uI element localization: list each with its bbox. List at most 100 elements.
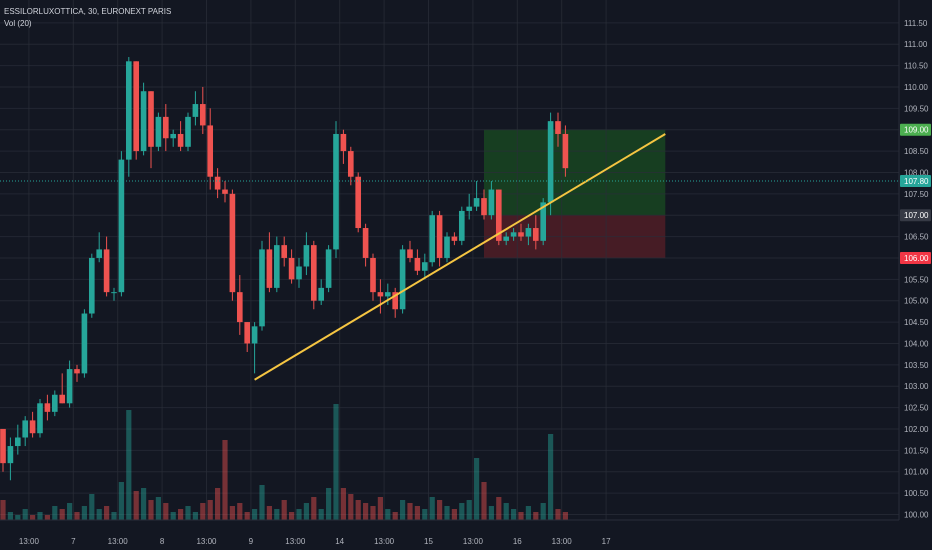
candle-body[interactable] <box>74 369 80 374</box>
candle-body[interactable] <box>333 133 339 250</box>
candle-body[interactable] <box>22 420 29 438</box>
candle-body[interactable] <box>384 292 391 297</box>
candle-body[interactable] <box>347 151 354 177</box>
price-tick-label: 111.00 <box>904 40 928 49</box>
candle-body[interactable] <box>140 91 147 152</box>
time-tick-label: 14 <box>335 537 344 546</box>
candle-body[interactable] <box>532 228 539 241</box>
candle-body[interactable] <box>288 257 295 280</box>
candle-body[interactable] <box>59 394 66 404</box>
candle-body[interactable] <box>555 121 561 134</box>
candle-body[interactable] <box>296 266 302 280</box>
candle-body[interactable] <box>148 91 154 147</box>
candle-body[interactable] <box>421 262 428 271</box>
candle-body[interactable] <box>318 287 325 301</box>
candle-body[interactable] <box>518 232 524 237</box>
candle-body[interactable] <box>66 369 73 404</box>
symbol-title[interactable]: ESSILORLUXOTTICA, 30, EURONEXT PARIS <box>4 7 172 16</box>
volume-bar <box>222 440 228 530</box>
candle-body[interactable] <box>199 104 206 126</box>
candle-body[interactable] <box>377 292 384 297</box>
candle-body[interactable] <box>540 202 547 241</box>
candle-body[interactable] <box>458 210 465 241</box>
candle-body[interactable] <box>436 215 443 258</box>
candle-body[interactable] <box>185 116 191 147</box>
candle-body[interactable] <box>88 257 95 314</box>
volume-bar <box>155 497 161 530</box>
candle-body[interactable] <box>273 245 280 288</box>
candle-body[interactable] <box>399 249 406 310</box>
candle-body[interactable] <box>118 159 125 293</box>
candle-body[interactable] <box>103 249 110 293</box>
volume-indicator-label[interactable]: Vol (20) <box>4 19 32 28</box>
candle-body[interactable] <box>81 313 88 374</box>
candle-body[interactable] <box>547 121 554 203</box>
candle-body[interactable] <box>162 116 169 139</box>
candle-body[interactable] <box>96 249 103 258</box>
time-tick-label: 13:00 <box>196 537 217 546</box>
volume-bar <box>229 506 235 530</box>
candle-body[interactable] <box>355 176 362 229</box>
candle-body[interactable] <box>325 249 332 288</box>
candle-body[interactable] <box>44 403 51 412</box>
candle-body[interactable] <box>51 394 58 412</box>
candle-body[interactable] <box>466 206 473 211</box>
time-tick-label: 7 <box>71 537 76 546</box>
volume-bar <box>459 503 465 530</box>
candle-body[interactable] <box>229 193 236 293</box>
candle-body[interactable] <box>111 292 117 294</box>
candle-body[interactable] <box>340 133 347 152</box>
candle-body[interactable] <box>37 403 43 434</box>
volume-bar <box>311 497 317 530</box>
candle-body[interactable] <box>407 249 413 258</box>
candle-body[interactable] <box>525 228 532 237</box>
candle-body[interactable] <box>170 133 177 139</box>
candle-body[interactable] <box>481 198 487 216</box>
candle-body[interactable] <box>444 236 450 258</box>
candle-body[interactable] <box>0 428 6 464</box>
candle-body[interactable] <box>266 249 273 288</box>
candle-body[interactable] <box>429 215 436 263</box>
candle-body[interactable] <box>207 125 214 177</box>
candle-body[interactable] <box>562 133 569 169</box>
candle-body[interactable] <box>133 61 140 152</box>
candle-body[interactable] <box>362 228 369 258</box>
candle-body[interactable] <box>488 189 495 216</box>
candle-body[interactable] <box>7 446 14 464</box>
volume-bar <box>437 500 443 530</box>
candle-body[interactable] <box>414 257 421 271</box>
candle-body[interactable] <box>14 437 21 447</box>
candle-body[interactable] <box>192 104 199 117</box>
candle-body[interactable] <box>510 232 517 237</box>
time-tick-label: 13:00 <box>19 537 40 546</box>
candle-body[interactable] <box>251 326 258 344</box>
candle-body[interactable] <box>177 133 184 147</box>
candle-body[interactable] <box>392 292 399 310</box>
candle-body[interactable] <box>370 257 376 293</box>
volume-bar <box>281 500 287 530</box>
candle-body[interactable] <box>236 292 243 323</box>
candle-body[interactable] <box>29 420 36 434</box>
candle-body[interactable] <box>125 61 132 160</box>
candle-body[interactable] <box>473 198 480 207</box>
price-tick-label: 107.50 <box>904 190 929 199</box>
candle-body[interactable] <box>503 236 510 241</box>
volume-bar <box>503 503 509 530</box>
time-axis: 13:00 7 13:00 8 13:00 9 13:00 14 13:00 15 13:00 16 1… <box>19 537 611 546</box>
candle-body[interactable] <box>303 245 310 267</box>
time-axis-background[interactable] <box>0 520 932 550</box>
candle-body[interactable] <box>310 245 317 301</box>
candle-body[interactable] <box>155 116 162 147</box>
candle-body[interactable] <box>222 189 228 194</box>
candle-body[interactable] <box>244 322 251 344</box>
candle-body[interactable] <box>281 245 288 258</box>
trendline[interactable] <box>254 133 666 381</box>
candle-body[interactable] <box>259 249 265 327</box>
candle-body[interactable] <box>451 236 458 241</box>
price-tag-label-target: 109.00 <box>904 126 929 135</box>
time-tick-label: 13:00 <box>552 537 573 546</box>
candle-body[interactable] <box>495 189 502 241</box>
candle-body[interactable] <box>214 176 221 190</box>
